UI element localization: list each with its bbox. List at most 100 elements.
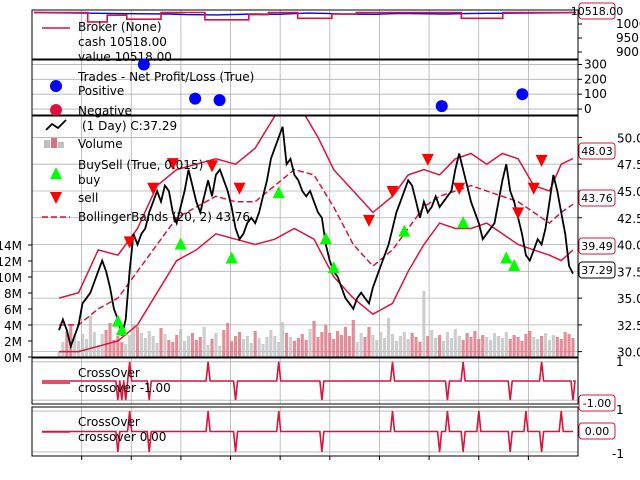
price-series [57, 116, 575, 357]
trades-legend-positive: Positive [78, 84, 124, 98]
volume-bar [418, 342, 422, 357]
volume-bar [465, 333, 469, 357]
sell-marker [147, 182, 160, 195]
volume-bar [77, 341, 81, 357]
volume-bar [96, 345, 100, 357]
price-last-mid-text: 43.76 [581, 192, 613, 205]
trades-tick-label: 100 [584, 87, 607, 101]
crossover2-frame [31, 406, 579, 457]
volume-bar [135, 327, 140, 357]
volume-bar [269, 330, 273, 357]
volume-bar [124, 344, 128, 357]
broker-legend-cash: cash 10518.00 [78, 35, 167, 49]
volume-bar [422, 291, 426, 357]
buy-marker [111, 314, 124, 327]
cash-line [33, 11, 577, 16]
volume-bar [281, 322, 285, 357]
volume-bar [80, 334, 85, 357]
volume-bar [202, 327, 206, 357]
volume-bar [414, 337, 418, 357]
legend-volume-swatch-b [51, 138, 57, 148]
broker-series [33, 11, 577, 23]
volume-bar [116, 336, 120, 357]
volume-tick-label: 2M [4, 335, 22, 349]
price-tick-label: 37.50 [617, 265, 640, 279]
price-last-close: 37.29 [578, 261, 616, 279]
crossover2-tick-label-top: 1 [616, 403, 624, 417]
volume-bar [571, 338, 575, 357]
volume-bar [398, 336, 402, 357]
volume-bar [492, 333, 497, 357]
volume-bar [363, 337, 367, 357]
volume-bar [92, 332, 96, 357]
price-last-lower-text: 39.49 [581, 240, 613, 253]
legend-volume-swatch-c [58, 142, 64, 148]
volume-bar [343, 327, 347, 357]
volume-bar [390, 334, 395, 357]
trade-positive-point [213, 94, 226, 107]
crossover2-legend-title: CrossOver [78, 415, 140, 429]
volume-bar [394, 341, 399, 357]
volume-bar [473, 331, 477, 357]
volume-bar [253, 331, 257, 357]
broker-legend-value: value 10518.00 [78, 50, 172, 64]
volume-bar [383, 338, 387, 357]
sell-marker [386, 185, 399, 198]
volume-bar [477, 339, 481, 357]
volume-bar [406, 339, 410, 357]
volume-bar [147, 331, 151, 357]
volume-bar [175, 335, 179, 357]
volume-bar [339, 335, 344, 357]
volume-bar [245, 336, 249, 357]
crossover1-line [42, 361, 576, 401]
price-tick-label: 35.00 [617, 292, 640, 306]
sell-marker [166, 158, 179, 171]
volume-bar [312, 321, 316, 357]
price-frame [31, 115, 579, 358]
volume-bar [179, 329, 183, 357]
sell-marker [535, 154, 548, 167]
sell-marker [453, 182, 466, 195]
volume-bar [489, 340, 493, 357]
price-last-close-box [578, 261, 616, 279]
volume-bar [159, 328, 163, 357]
trade-positive-point [516, 88, 529, 101]
volume-bar [182, 341, 187, 357]
price-last-upper-box [578, 142, 616, 160]
buy-marker [398, 224, 411, 237]
sell-marker [123, 236, 136, 249]
volume-bar [469, 337, 473, 357]
volume-bar [128, 335, 132, 357]
volume-bar [69, 325, 73, 357]
volume-tick-label: 10M [0, 271, 22, 285]
price-tick-label: 45.00 [617, 185, 640, 199]
volume-bar [300, 334, 304, 357]
volume-bar [347, 336, 351, 357]
volume-bar [194, 340, 198, 357]
buy-marker [174, 237, 187, 250]
volume-bar [457, 336, 461, 357]
volume-bar [163, 334, 167, 357]
buy-marker [457, 216, 470, 229]
crossover1-series [42, 361, 576, 401]
volume-bar [367, 327, 371, 357]
broker-tick-label: 900 [616, 45, 639, 59]
price-tick-label: 47.50 [617, 158, 640, 172]
volume-bar [61, 342, 65, 357]
legend-sell: sell [78, 191, 98, 205]
legend-close: (1 Day) C:37.29 [82, 119, 177, 133]
volume-bar [536, 339, 540, 357]
volume-bar [379, 332, 383, 357]
volume-bar [167, 340, 171, 357]
volume-bar [230, 341, 234, 357]
trades-legend-positive-marker [50, 80, 62, 92]
sell-marker [421, 153, 434, 166]
buy-marker [319, 232, 332, 245]
volume-bar [288, 337, 293, 357]
volume-bar [316, 337, 320, 357]
volume-bar [57, 352, 61, 357]
volume-bar [512, 335, 516, 357]
volume-bar [371, 335, 375, 357]
buy-marker [500, 251, 513, 264]
